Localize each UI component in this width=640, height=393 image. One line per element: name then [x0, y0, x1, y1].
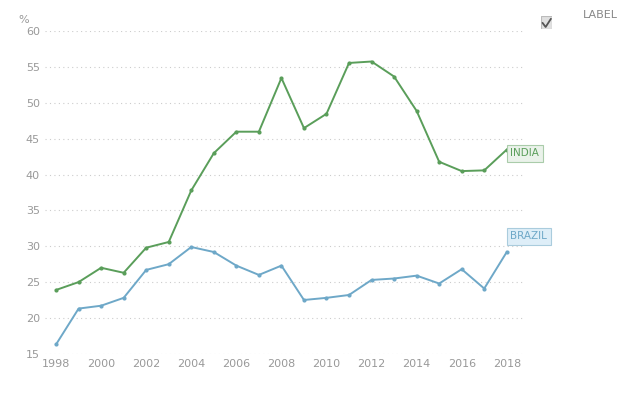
Text: LABEL: LABEL — [582, 10, 618, 20]
Text: %: % — [19, 15, 29, 25]
Text: BRAZIL: BRAZIL — [510, 231, 547, 241]
Text: INDIA: INDIA — [510, 148, 539, 158]
FancyBboxPatch shape — [541, 17, 552, 29]
